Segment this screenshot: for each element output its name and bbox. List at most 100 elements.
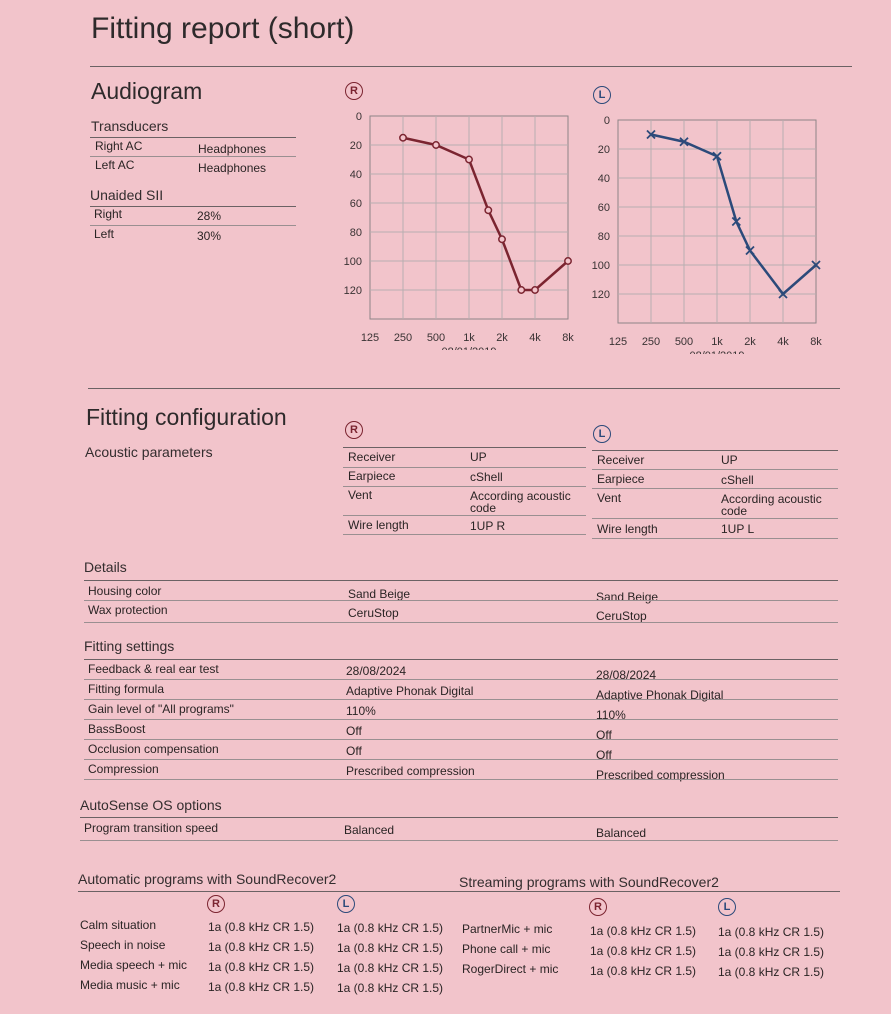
divider xyxy=(592,469,838,470)
data-point xyxy=(399,133,407,142)
y-tick-label: 40 xyxy=(598,173,610,185)
divider xyxy=(78,891,840,892)
program-right-value: 1a (0.8 kHz CR 1.5) xyxy=(208,960,315,974)
divider xyxy=(84,659,838,660)
divider xyxy=(84,600,838,601)
program-right-value: 1a (0.8 kHz CR 1.5) xyxy=(590,944,697,958)
left-receiver-label: Receiver xyxy=(597,453,645,467)
right-vent-value-2: code xyxy=(470,501,497,515)
program-left-value: 1a (0.8 kHz CR 1.5) xyxy=(337,921,444,935)
left-earpiece-label: Earpiece xyxy=(597,472,645,486)
setting-label: Compression xyxy=(88,762,159,776)
data-point xyxy=(465,155,473,164)
right-earpiece-value: cShell xyxy=(470,470,503,484)
program-left-value: 1a (0.8 kHz CR 1.5) xyxy=(337,981,444,995)
divider xyxy=(90,225,296,226)
data-point xyxy=(712,151,722,161)
setting-left-value: Off xyxy=(596,728,612,742)
setting-left-value: Adaptive Phonak Digital xyxy=(596,688,724,702)
x-axis-label: 08/01/2019 xyxy=(689,350,744,354)
setting-label: Feedback & real ear test xyxy=(88,662,219,676)
autosense-label: Program transition speed xyxy=(84,821,219,835)
program-left-value: 1a (0.8 kHz CR 1.5) xyxy=(718,925,825,939)
left-wire-value: 1UP L xyxy=(721,522,755,536)
right-ac-value: Headphones xyxy=(198,142,267,156)
data-point xyxy=(646,129,656,140)
divider xyxy=(80,817,838,818)
data-point xyxy=(517,286,526,294)
left-vent-label: Vent xyxy=(597,491,622,505)
sii-left-value: 30% xyxy=(197,229,222,243)
setting-left-value: 28/08/2024 xyxy=(596,668,657,682)
right-vent-value: According acoustic xyxy=(470,489,571,503)
y-tick-label: 120 xyxy=(592,289,610,301)
details-left-value: CeruStop xyxy=(596,609,647,623)
y-tick-label: 100 xyxy=(344,256,362,268)
auto-programs-heading: Automatic programs with SoundRecover2 xyxy=(78,871,337,887)
right-wire-label: Wire length xyxy=(348,518,409,532)
setting-label: Gain level of "All programs" xyxy=(88,702,234,716)
details-heading: Details xyxy=(84,559,127,575)
right-vent-label: Vent xyxy=(348,488,373,502)
x-tick-label: 500 xyxy=(427,332,445,344)
x-tick-label: 8k xyxy=(562,332,574,344)
program-name: Phone call + mic xyxy=(462,942,551,956)
program-name: Media speech + mic xyxy=(80,958,188,972)
program-right-value: 1a (0.8 kHz CR 1.5) xyxy=(208,980,315,994)
divider xyxy=(84,580,838,581)
details-right-value: CeruStop xyxy=(348,606,399,620)
title-divider xyxy=(90,66,852,67)
program-left-value: 1a (0.8 kHz CR 1.5) xyxy=(718,965,825,979)
divider xyxy=(90,137,296,138)
autosense-heading: AutoSense OS options xyxy=(80,797,222,813)
x-tick-label: 4k xyxy=(529,332,541,344)
data-point xyxy=(731,216,741,227)
settings-heading: Fitting settings xyxy=(84,638,175,654)
left-wire-label: Wire length xyxy=(597,522,658,536)
divider xyxy=(90,156,296,157)
divider xyxy=(84,699,838,700)
divider xyxy=(84,779,838,780)
page-title: Fitting report (short) xyxy=(91,12,355,45)
setting-right-value: Adaptive Phonak Digital xyxy=(346,684,474,698)
details-label: Housing color xyxy=(88,584,162,598)
divider xyxy=(592,538,838,539)
right-ac-label: Right AC xyxy=(95,139,143,153)
program-left-value: 1a (0.8 kHz CR 1.5) xyxy=(337,941,444,955)
right-receiver-label: Receiver xyxy=(348,450,396,464)
audiogram-heading: Audiogram xyxy=(91,78,203,104)
setting-label: BassBoost xyxy=(88,722,146,736)
x-tick-label: 4k xyxy=(777,336,789,348)
autosense-left-value: Balanced xyxy=(596,826,647,840)
details-left-value: Sand Beige xyxy=(596,590,659,604)
x-tick-label: 2k xyxy=(496,332,508,344)
x-tick-label: 250 xyxy=(642,336,660,348)
x-tick-label: 125 xyxy=(609,336,627,348)
setting-right-value: 110% xyxy=(346,704,376,718)
program-name: RogerDirect + mic xyxy=(462,962,559,976)
right-earpiece-label: Earpiece xyxy=(348,469,396,483)
data-point xyxy=(778,289,788,299)
data-point xyxy=(531,286,539,294)
right-wire-value: 1UP R xyxy=(470,519,506,533)
x-tick-label: 8k xyxy=(810,336,822,348)
left-ear-symbol: L xyxy=(718,898,736,916)
fitting-heading: Fitting configuration xyxy=(86,404,287,430)
x-tick-label: 1k xyxy=(711,336,723,348)
threshold-line xyxy=(402,136,569,292)
left-ac-value: Headphones xyxy=(198,161,267,175)
left-ear-symbol: L xyxy=(593,425,611,443)
divider xyxy=(343,515,586,516)
setting-right-value: Prescribed compression xyxy=(346,764,475,778)
setting-label: Fitting formula xyxy=(88,682,165,696)
acoustic-heading: Acoustic parameters xyxy=(85,444,213,460)
data-point xyxy=(745,245,755,256)
setting-left-value: Off xyxy=(596,748,612,762)
divider xyxy=(592,518,838,519)
right-receiver-value: UP xyxy=(470,450,487,464)
transducers-heading: Transducers xyxy=(91,118,169,134)
program-right-value: 1a (0.8 kHz CR 1.5) xyxy=(590,924,697,938)
divider xyxy=(343,486,586,487)
sii-right-value: 28% xyxy=(197,209,222,223)
divider xyxy=(343,447,586,448)
